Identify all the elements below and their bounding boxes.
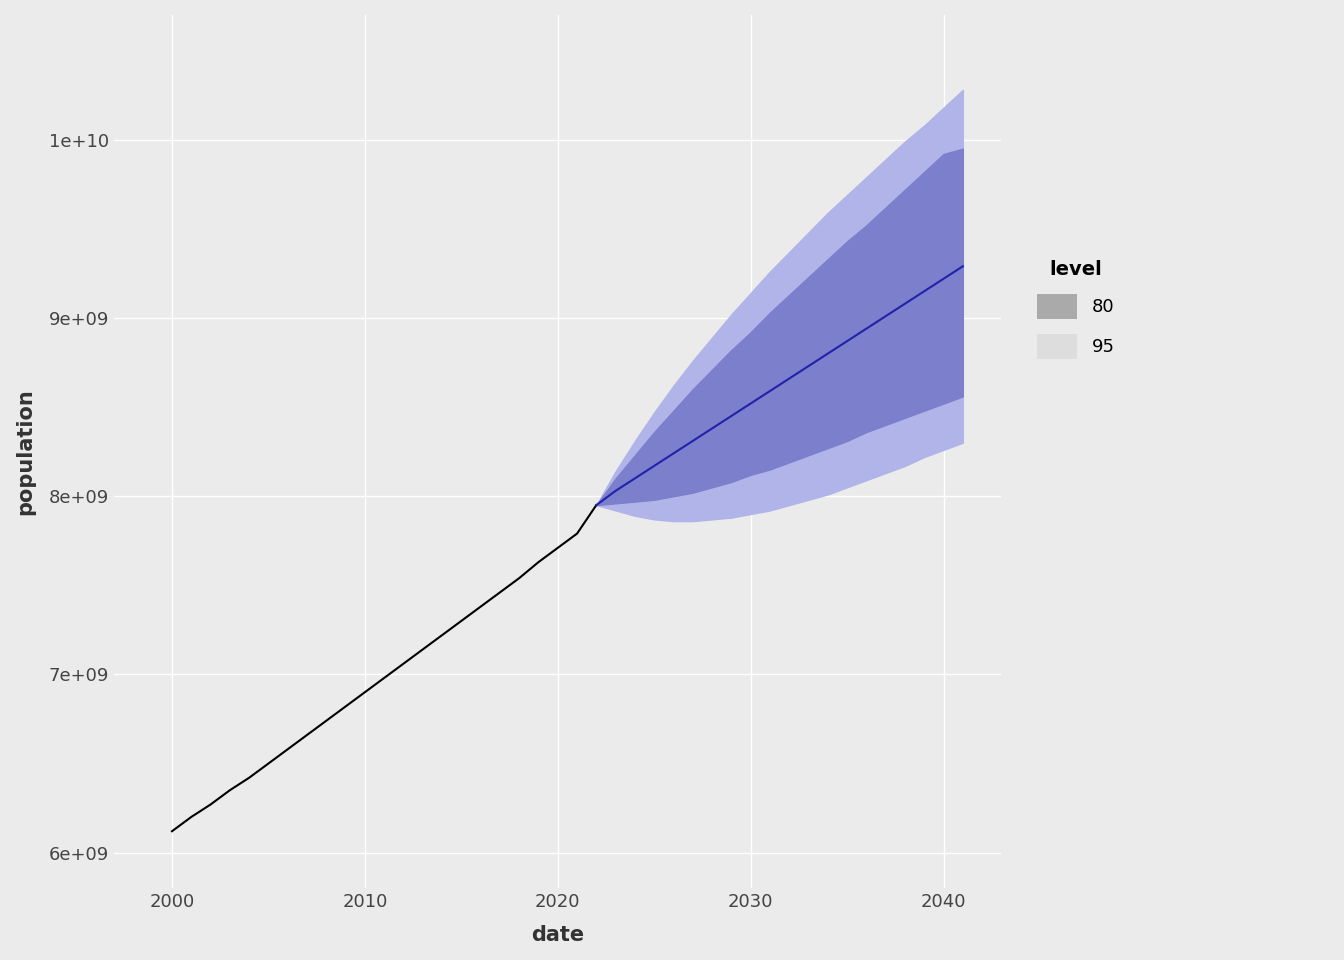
Y-axis label: population: population xyxy=(15,388,35,515)
Legend: 80, 95: 80, 95 xyxy=(1019,242,1133,377)
X-axis label: date: date xyxy=(531,925,585,945)
